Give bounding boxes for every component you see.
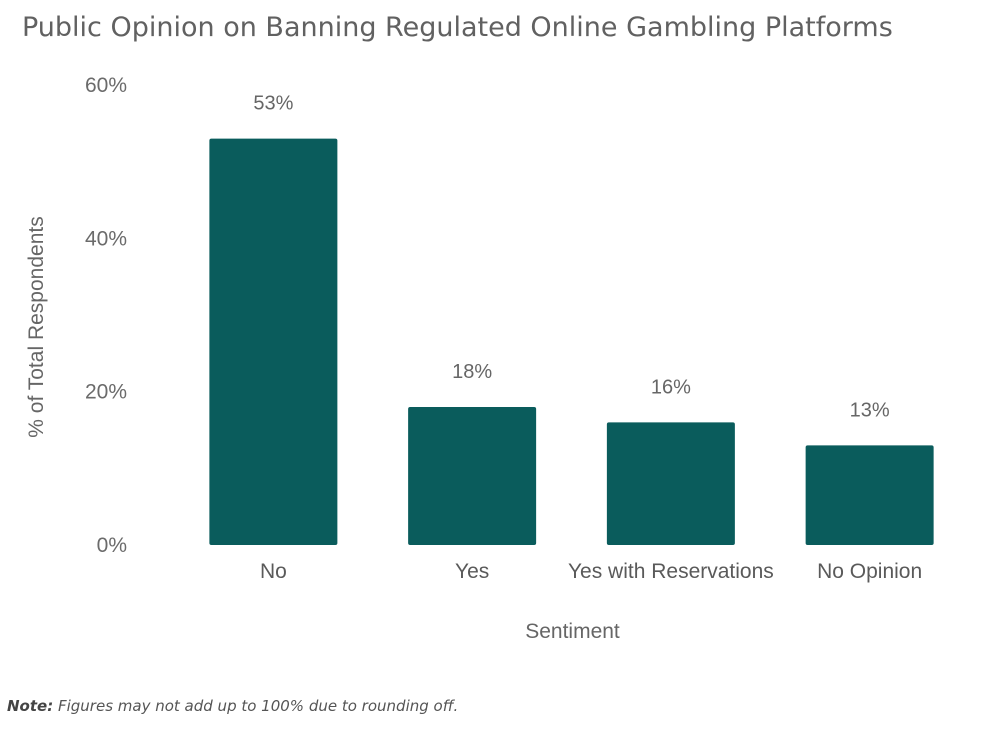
category-labels: No Yes Yes with Reservations No Opinion [260,560,922,583]
y-tick-label: 60% [85,74,127,97]
value-label: 53% [253,93,293,115]
x-axis-title: Sentiment [525,620,620,643]
bar [805,445,934,545]
category-label: No Opinion [817,560,922,583]
category-label: No [260,560,287,583]
bar [408,407,537,545]
y-tick-label: 0% [97,534,127,557]
y-axis-ticks: 0% 20% 40% 60% [85,74,127,557]
value-label: 13% [850,399,890,421]
footnote-label: Note: [7,697,54,715]
bars [209,138,934,545]
chart-title: Public Opinion on Banning Regulated Onli… [22,12,893,43]
bar [606,422,735,545]
footnote: Note: Figures may not add up to 100% due… [7,697,458,715]
category-label: Yes with Reservations [568,560,774,583]
y-tick-label: 20% [85,381,127,404]
category-label: Yes [455,560,489,583]
value-labels: 53% 18% 16% 13% [253,93,889,422]
value-label: 16% [651,376,691,398]
value-label: 18% [452,361,492,383]
bar [209,138,338,545]
y-tick-label: 40% [85,227,127,250]
footnote-text: Figures may not add up to 100% due to ro… [53,697,459,715]
y-axis-title: % of Total Respondents [25,216,48,437]
